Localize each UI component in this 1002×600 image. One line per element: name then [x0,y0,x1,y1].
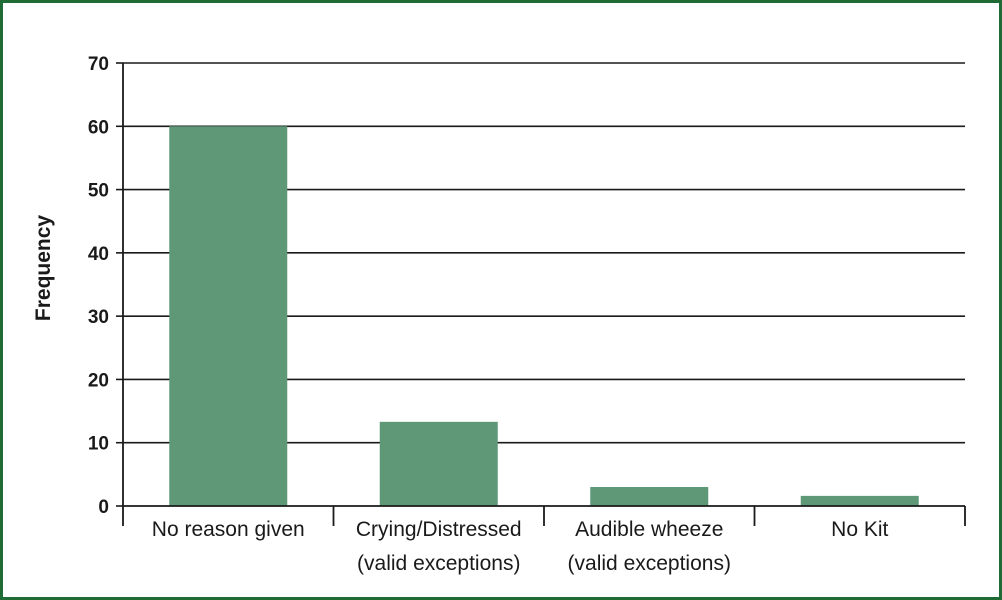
x-category-label: No Kit [831,518,888,541]
y-tick-label: 70 [88,54,109,75]
y-tick-label: 50 [88,181,109,202]
x-category-label: Audible wheeze (valid exceptions) [568,518,731,575]
x-category-label: No reason given [152,518,305,541]
bar [379,421,498,506]
x-category-labels: No reason given Crying/Distressed (valid e… [152,518,889,575]
x-category-label: Crying/Distressed (valid exceptions) [356,518,522,575]
bar [800,495,919,506]
y-tick-label: 0 [98,497,109,518]
axes [122,63,966,526]
y-tick-label: 40 [88,244,109,265]
y-tick-label: 60 [88,117,109,138]
bar [590,487,709,506]
y-tick-labels: 0 10 20 30 40 50 60 70 [88,54,109,518]
y-axis-title: Frequency [32,215,55,322]
bar [169,126,288,507]
y-tick-label: 20 [88,370,109,391]
bars [169,126,919,507]
y-tick-label: 30 [88,307,109,328]
y-tick-label: 10 [88,434,109,455]
